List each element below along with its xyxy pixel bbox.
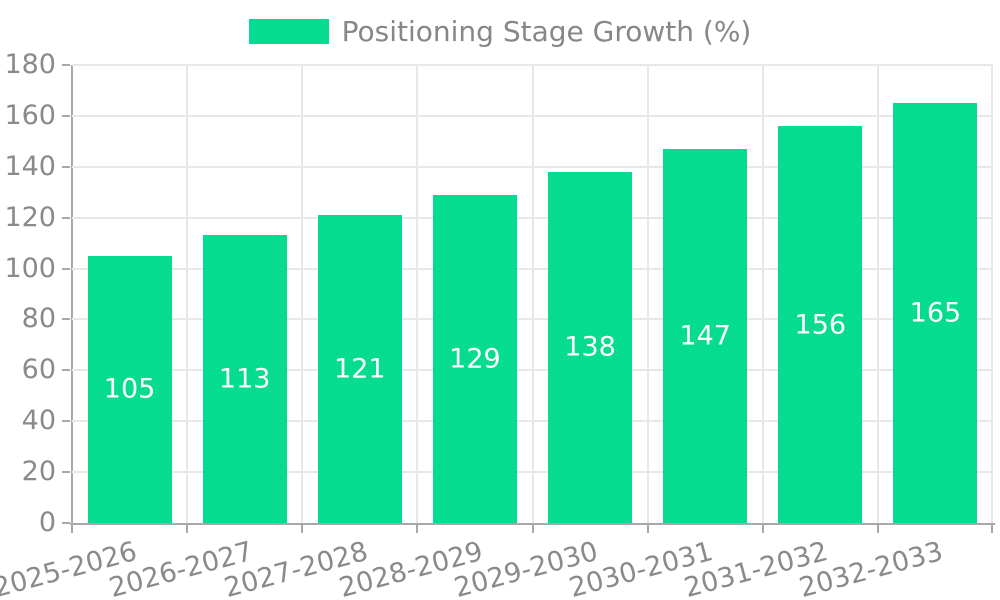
bar: [317, 215, 402, 523]
x-axis-tick: [991, 525, 993, 533]
y-axis-tick: [62, 420, 70, 423]
y-axis-label: 40: [21, 405, 56, 437]
x-gridline: [646, 65, 649, 523]
bar-value-label: 156: [794, 309, 847, 341]
y-axis-tick: [62, 114, 70, 117]
x-gridline: [416, 65, 419, 523]
x-axis-tick: [301, 525, 304, 533]
bar-value-label: 121: [334, 353, 386, 385]
x-axis-tick: [876, 525, 879, 533]
x-gridline: [991, 65, 993, 523]
y-axis-tick: [62, 64, 70, 66]
x-gridline: [761, 65, 764, 523]
bar: [663, 148, 748, 523]
y-axis-label: 0: [38, 506, 56, 538]
y-axis-line: [71, 65, 73, 523]
y-axis-label: 160: [4, 99, 56, 131]
x-axis-line: [70, 523, 995, 525]
bar-value-label: 129: [449, 343, 501, 375]
bar: [778, 126, 863, 523]
y-axis-tick: [62, 369, 70, 372]
bar-value-label: 138: [564, 331, 616, 363]
x-axis-tick: [186, 525, 189, 533]
y-axis-label: 100: [4, 252, 56, 284]
y-axis-tick: [62, 267, 70, 270]
y-axis-label: 20: [21, 455, 56, 487]
x-axis-tick: [646, 525, 649, 533]
y-axis-tick: [62, 471, 70, 474]
bar: [893, 103, 978, 523]
plot-area: 105 113 121 129 138 147 156 165: [62, 64, 995, 533]
bar-value-label: 165: [909, 297, 962, 329]
bar-value-label: 147: [679, 320, 731, 352]
bar-value-label: 113: [218, 363, 271, 395]
y-axis-label: 180: [4, 48, 56, 80]
y-axis-label: 140: [4, 150, 56, 182]
chart-legend: Positioning Stage Growth (%): [0, 15, 1000, 48]
x-gridline: [531, 65, 534, 523]
x-gridline: [186, 65, 189, 523]
y-axis-label: 80: [21, 303, 56, 335]
x-axis-tick: [761, 525, 764, 533]
y-axis-tick: [62, 216, 70, 219]
bar: [548, 171, 633, 523]
x-axis-tick: [531, 525, 534, 533]
y-axis-label: 60: [21, 354, 56, 386]
bar: [87, 255, 172, 523]
y-axis-tick: [62, 165, 70, 168]
y-axis-tick: [62, 318, 70, 321]
bar: [432, 194, 517, 523]
bar-value-label: 105: [103, 373, 156, 405]
bar: [202, 235, 287, 523]
x-axis-tick: [416, 525, 419, 533]
y-axis-tick: [62, 522, 70, 524]
legend-swatch: [248, 19, 329, 44]
x-axis-tick: [71, 525, 73, 533]
x-gridline: [301, 65, 304, 523]
legend-label: Positioning Stage Growth (%): [341, 15, 752, 48]
y-axis-label: 120: [4, 201, 56, 233]
x-gridline: [876, 65, 879, 523]
